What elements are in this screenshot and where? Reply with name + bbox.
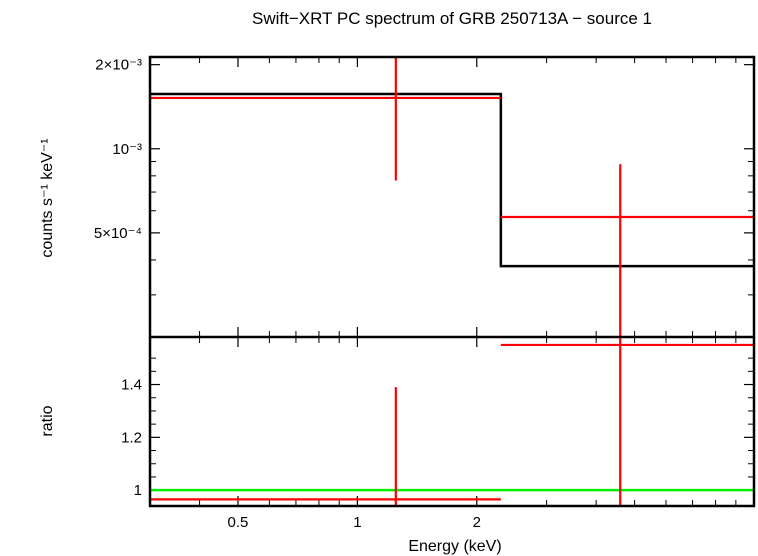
axis-ticks: 0.5 1 2 2×10⁻³ 10⁻³ 5×10⁻⁴ 1 1.2 1.4 [94, 57, 755, 531]
y-tick-label: 2×10⁻³ [95, 57, 142, 74]
y-tick-label: 1 [134, 482, 142, 499]
y-tick-label: 5×10⁻⁴ [94, 225, 142, 242]
y-tick-label: 1.2 [121, 429, 142, 446]
y-axis-label-ratio: ratio [39, 405, 56, 436]
chart-title: Swift−XRT PC spectrum of GRB 250713A − s… [252, 9, 652, 28]
x-tick-label: 2 [473, 514, 481, 531]
y-axis-label-spectrum: counts s⁻¹ keV⁻¹ [39, 138, 56, 257]
plot-border [148, 55, 756, 508]
y-tick-label: 10⁻³ [112, 141, 142, 158]
y-tick-label: 1.4 [121, 377, 142, 394]
x-axis-label: Energy (keV) [408, 538, 501, 555]
x-tick-label: 0.5 [228, 514, 249, 531]
ratio-panel [150, 337, 754, 506]
plot-frame [148, 55, 756, 508]
x-tick-label: 1 [353, 514, 361, 531]
spectrum-panel [150, 57, 754, 337]
model-step-line [150, 92, 754, 268]
